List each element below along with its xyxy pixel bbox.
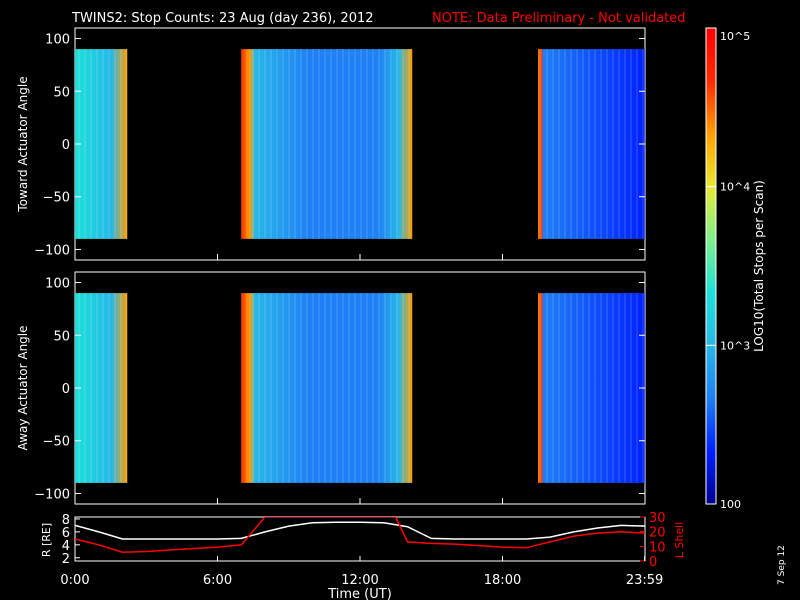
lshell-tick-label: 20 [649, 526, 666, 541]
heatmap-texture [241, 49, 413, 239]
heatmap-texture [75, 293, 128, 483]
colorbar-tick-label: 100 [720, 498, 741, 511]
away-heatmap [75, 293, 645, 483]
lshell-tick-label: 10 [649, 540, 666, 555]
chart-title: TWINS2: Stop Counts: 23 Aug (day 236), 2… [71, 11, 374, 26]
time-tick-label: 23:59 [626, 573, 663, 588]
toward-y-label: Toward Actuator Angle [16, 76, 30, 212]
toward-heatmap [75, 49, 645, 239]
time-tick-label: 6:00 [203, 573, 232, 588]
colorbar-ticks: 100 10^3 10^4 10^5 [706, 27, 750, 511]
lshell-tick-label: 30 [649, 511, 666, 526]
y-tick-label: −100 [34, 243, 70, 258]
y-tick-label: 100 [45, 33, 70, 48]
colorbar-label: LOG10(Total Stops per Scan) [752, 180, 766, 352]
y-tick-label: 100 [45, 277, 70, 292]
lshell-axis-label: L Shell [673, 522, 686, 558]
time-tick-label: 0:00 [60, 573, 89, 588]
r-tick-label: 4 [62, 539, 70, 554]
away-y-axis: 100 50 0 −50 −100 [34, 277, 646, 504]
time-axis: 0:00 6:00 12:00 18:00 23:59 [60, 556, 663, 588]
lshell-tick-label: 0 [649, 555, 657, 570]
r-tick-label: 6 [62, 526, 70, 541]
y-tick-label: 50 [53, 85, 70, 100]
y-tick-label: 50 [53, 329, 70, 344]
y-tick-label: −50 [43, 435, 70, 450]
time-axis-label: Time (UT) [327, 587, 392, 600]
toward-angle-panel: 100 50 0 −50 −100 Toward Actuator Angle [16, 27, 646, 261]
preliminary-note: NOTE: Data Preliminary - Not validated [432, 11, 686, 26]
time-tick-label: 12:00 [341, 573, 378, 588]
r-axis-label: R [RE] [40, 523, 53, 557]
colorbar-tick-label: 10^3 [720, 339, 750, 352]
colorbar-tick-label: 10^5 [720, 30, 750, 43]
heatmap-texture [75, 49, 128, 239]
r-tick-label: 8 [62, 513, 70, 528]
series-line-r [75, 521, 645, 540]
heatmap-texture [241, 293, 413, 483]
heatmap-texture [538, 293, 645, 483]
y-tick-label: −50 [43, 191, 70, 206]
series-line-l-shell [75, 517, 645, 553]
time-tick-label: 18:00 [484, 573, 521, 588]
orbit-lines [75, 517, 645, 553]
y-tick-label: 0 [62, 138, 70, 153]
date-stamp: 7 Sep 12 [777, 545, 787, 585]
heatmap-texture [538, 49, 645, 239]
y-tick-label: −100 [34, 487, 70, 502]
colorbar-tick-label: 10^4 [720, 181, 750, 194]
colorbar-ramp [705, 27, 717, 505]
toward-y-axis: 100 50 0 −50 −100 [34, 33, 646, 260]
away-y-label: Away Actuator Angle [16, 325, 30, 450]
colorbar: 100 10^3 10^4 10^5 LOG10(Total Stops per Sc… [705, 27, 766, 511]
y-tick-label: 0 [62, 382, 70, 397]
away-angle-panel: 100 50 0 −50 −100 Away Actuator Angle [16, 271, 646, 505]
r-tick-label: 2 [62, 552, 70, 567]
